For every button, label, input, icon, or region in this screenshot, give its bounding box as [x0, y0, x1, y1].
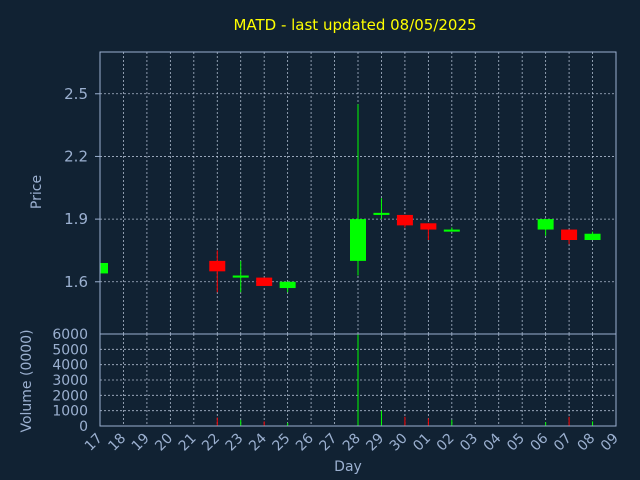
volume-tick-label: 4000: [52, 358, 88, 374]
volume-axis-label: Volume (0000): [19, 329, 35, 432]
day-tick-label: 07: [551, 431, 575, 455]
day-tick-label: 26: [293, 430, 317, 454]
candle-body: [420, 223, 437, 230]
day-tick-label: 08: [574, 431, 598, 455]
volume-tick-label: 5000: [52, 342, 88, 358]
price-tick-label: 2.2: [64, 147, 88, 165]
day-tick-label: 28: [340, 431, 364, 455]
day-tick-label: 02: [434, 431, 458, 455]
volume-tick-label: 1000: [52, 404, 88, 420]
day-tick-label: 03: [457, 431, 481, 455]
day-tick-label: 18: [105, 431, 129, 455]
candle-body: [561, 229, 578, 240]
price-tick-label: 1.6: [64, 273, 88, 291]
candle-body: [350, 219, 366, 261]
candle-body: [209, 260, 226, 272]
x-axis-label: Day: [334, 459, 362, 475]
candle-body: [537, 219, 554, 230]
day-tick-label: 30: [387, 431, 411, 455]
volume-bars: [99, 334, 594, 426]
y-axis-label: Price: [29, 175, 45, 209]
day-tick-label: 20: [152, 431, 176, 455]
candle-body: [100, 262, 108, 274]
day-tick-label: 27: [316, 431, 340, 455]
candle-body: [396, 214, 413, 226]
volume-tick-label: 2000: [52, 388, 88, 404]
candle-body: [232, 275, 249, 278]
day-tick-label: 06: [528, 430, 552, 454]
day-tick-label: 04: [481, 430, 505, 454]
volume-panel-frame: [99, 333, 617, 427]
day-tick-label: 22: [199, 431, 223, 455]
day-tick-label: 19: [129, 431, 153, 455]
candle-body: [279, 281, 296, 289]
volume-tick-label: 0: [79, 419, 88, 435]
candles: [99, 104, 601, 293]
candle-body: [373, 212, 390, 215]
day-tick-label: 09: [598, 431, 622, 455]
chart-title: MATD - last updated 08/05/2025: [233, 16, 476, 34]
volume-tick-label: 3000: [52, 373, 88, 389]
day-tick-label: 21: [176, 431, 200, 455]
day-tick-label: 05: [504, 431, 528, 455]
candle-body: [584, 233, 601, 240]
price-tick-label: 1.9: [64, 210, 88, 228]
candle-body: [443, 229, 460, 232]
candle-body: [256, 277, 273, 286]
price-tick-label: 2.5: [64, 85, 88, 103]
price-tick-labels: 1.6 1.9 2.2 2.5: [64, 85, 100, 291]
day-tick-label: 29: [363, 431, 387, 455]
day-tick-label: 24: [246, 430, 270, 454]
day-tick-label: 01: [410, 431, 434, 455]
day-tick-label: 25: [270, 431, 294, 455]
day-tick-label: 23: [223, 431, 247, 455]
day-tick-labels: 17 18 19 20 21 22 23 24 25 26 27 28 29 30 01 02 03 04 05 06…: [82, 430, 622, 454]
volume-tick-label: 6000: [52, 327, 88, 343]
